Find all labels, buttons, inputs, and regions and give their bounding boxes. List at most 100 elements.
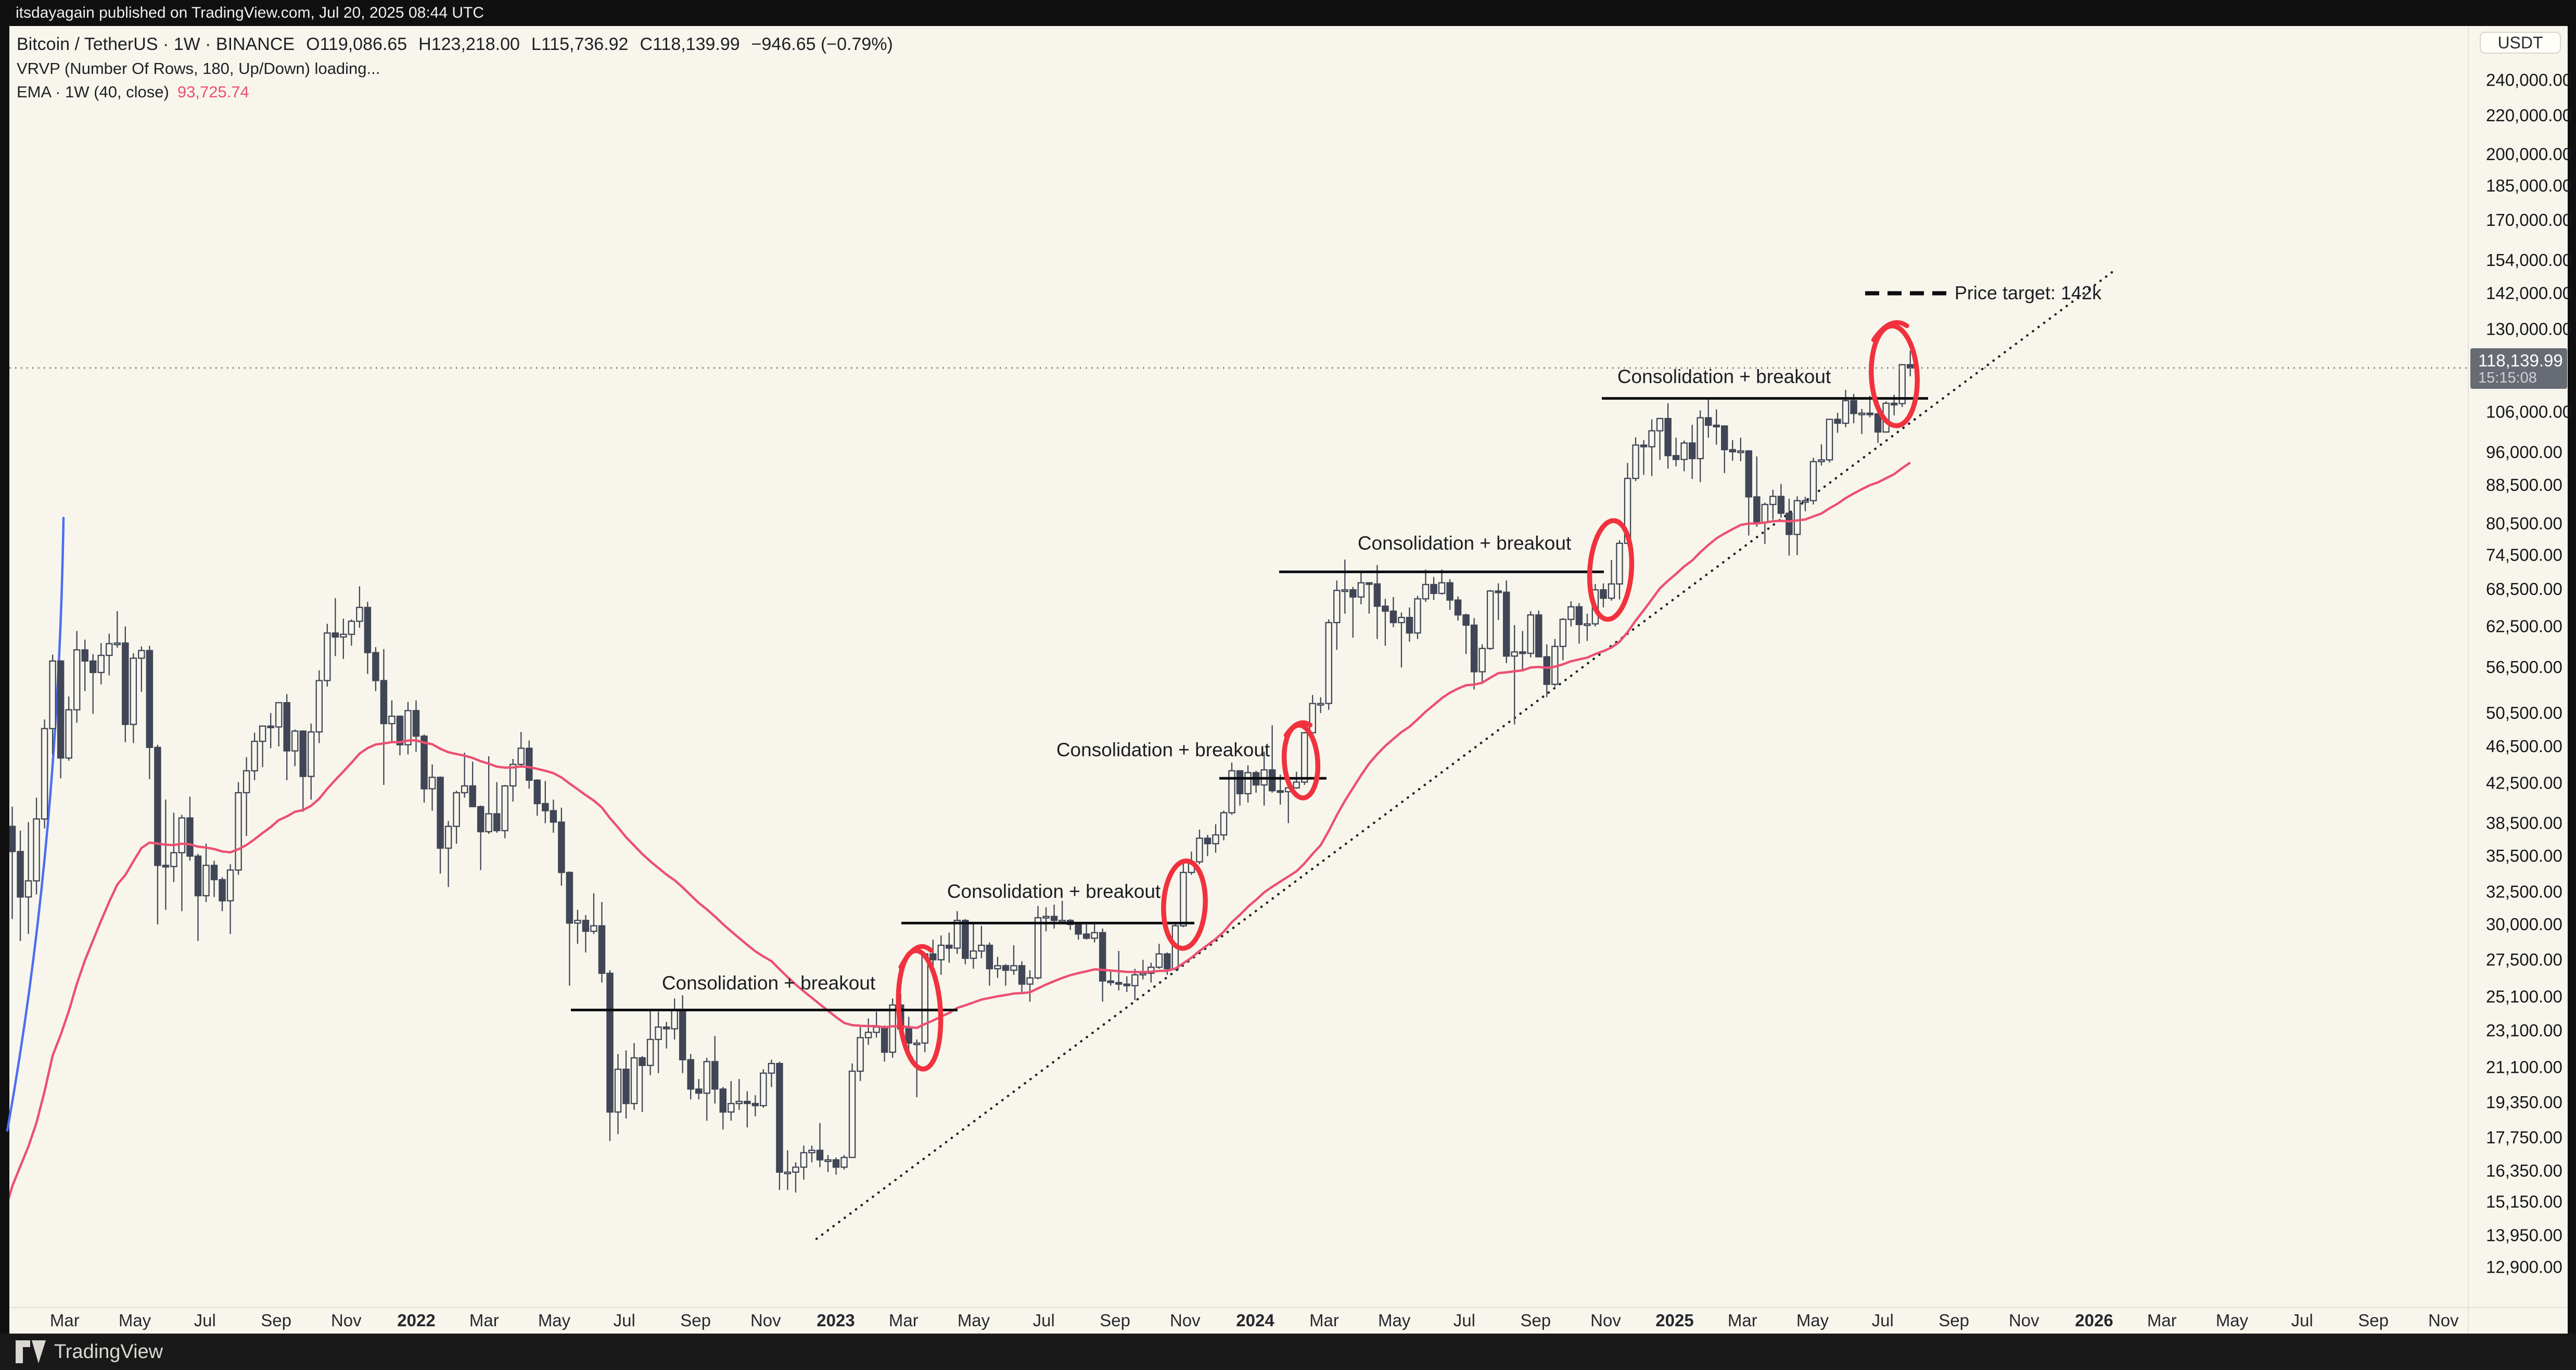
candle-body — [1010, 965, 1017, 971]
price-axis-label: 74,500.00 — [2486, 546, 2562, 565]
candle-body — [444, 826, 452, 849]
currency-toggle-button[interactable]: USDT — [2480, 32, 2561, 54]
candle-body — [1099, 932, 1106, 982]
time-axis-label: Mar — [1309, 1311, 1339, 1330]
breakout-circles-layer[interactable] — [895, 320, 1920, 1072]
candle-body — [1786, 512, 1793, 535]
price-axis-label: 27,500.00 — [2486, 950, 2562, 969]
price-axis[interactable]: 240,000.00 220,000.00 200,000.00 185,000.00… — [2486, 70, 2572, 1276]
time-axis-label: Jul — [1453, 1311, 1475, 1330]
time-axis-label: 2023 — [817, 1311, 855, 1330]
candle-body — [1672, 455, 1680, 460]
candle-body — [396, 715, 404, 745]
candle-body — [178, 817, 186, 854]
chart-legend: Bitcoin / TetherUS · 1W · BINANCE O119,0… — [17, 34, 893, 102]
candle-body — [937, 944, 945, 961]
candle-body — [1826, 418, 1833, 461]
time-axis-label: Sep — [1939, 1311, 1969, 1330]
time-axis-label: Mar — [2147, 1311, 2177, 1330]
candle-body — [24, 880, 32, 898]
candle-body — [1737, 450, 1744, 453]
candle-body — [1204, 838, 1212, 845]
level-lines-layer[interactable] — [571, 397, 1928, 1011]
candle-body — [1898, 364, 1906, 404]
candle-body — [816, 1149, 824, 1161]
candles-layer[interactable] — [1, 351, 1914, 1193]
candle-body — [477, 806, 484, 832]
candle-body — [1236, 770, 1244, 794]
price-axis-label: 17,750.00 — [2486, 1127, 2562, 1147]
separators-layer — [9, 26, 2568, 1334]
breakout-circle-stroke — [1283, 720, 1313, 738]
candle-body — [65, 709, 72, 759]
price-axis-label: 142,000.00 — [2486, 283, 2572, 302]
price-axis-label: 185,000.00 — [2486, 176, 2572, 195]
candle-body — [1, 827, 7, 886]
candle-body — [606, 972, 614, 1113]
candle-body — [630, 1057, 638, 1105]
candle-body — [331, 632, 339, 638]
candle-body — [106, 643, 113, 656]
candle-body — [962, 920, 969, 959]
candle-body — [1858, 412, 1866, 415]
candle-body — [978, 944, 985, 952]
price-target-dash — [1932, 291, 1946, 296]
price-axis-label: 15,150.00 — [2486, 1192, 2562, 1211]
price-axis-label: 154,000.00 — [2486, 250, 2572, 270]
candle-body — [17, 851, 24, 898]
candle-body — [243, 770, 250, 794]
candle-body — [501, 785, 508, 831]
candle-body — [590, 925, 597, 932]
candle-body — [1075, 923, 1082, 935]
candle-body — [1616, 542, 1623, 585]
time-axis-label: 2025 — [1655, 1311, 1693, 1330]
candle-body — [1664, 417, 1672, 456]
candle-body — [9, 826, 16, 853]
legend-ema-row[interactable]: EMA · 1W (40, close) 93,725.74 — [17, 83, 893, 102]
publish-topbar: itsdayagain published on TradingView.com… — [0, 0, 2576, 26]
trendline[interactable] — [815, 270, 2115, 1240]
bar-countdown: 15:15:08 — [2478, 370, 2537, 386]
candle-body — [760, 1072, 767, 1107]
trendline-layer[interactable] — [815, 270, 2115, 1240]
candle-body — [1834, 418, 1841, 424]
candle-body — [315, 680, 323, 733]
breakout-circle[interactable] — [1161, 858, 1208, 951]
candle-body — [388, 715, 396, 725]
candle-body — [81, 649, 88, 662]
candle-body — [913, 1042, 921, 1046]
symbol-title: Bitcoin / TetherUS · 1W · BINANCE — [17, 34, 295, 54]
candle-body — [113, 642, 121, 645]
price-axis-label: 38,500.00 — [2486, 813, 2562, 832]
chart-pane[interactable] — [9, 26, 2568, 1334]
ema-label: EMA · 1W (40, close) — [17, 83, 169, 101]
time-axis-label: Mar — [889, 1311, 919, 1330]
blue-curve — [6, 516, 65, 1132]
candle-body — [1430, 583, 1437, 594]
legend-symbol-row[interactable]: Bitcoin / TetherUS · 1W · BINANCE O119,0… — [17, 34, 893, 55]
candle-body — [226, 869, 234, 902]
price-axis-label: 80,500.00 — [2486, 514, 2562, 533]
candle-body — [1389, 610, 1397, 624]
candle-body — [283, 702, 290, 752]
candle-body — [1406, 617, 1413, 634]
time-axis[interactable]: Mar May Jul Sep Nov 2022 Mar May Jul Sep Nov 2023 Ma… — [50, 1311, 2459, 1330]
candle-body — [259, 725, 266, 742]
candle-body — [1559, 618, 1567, 648]
candle-body — [646, 1038, 654, 1066]
candle-body — [89, 660, 97, 674]
price-target-layer[interactable]: Price target: 142k — [1865, 282, 2102, 303]
candle-body — [1091, 932, 1098, 939]
candle-body — [1002, 965, 1010, 971]
candle-body — [1268, 769, 1276, 792]
candle-body — [1648, 430, 1655, 448]
breakout-circle[interactable] — [1586, 518, 1635, 622]
candle-body — [921, 953, 929, 1044]
price-axis-label: 200,000.00 — [2486, 144, 2572, 163]
legend-vrvp-row[interactable]: VRVP (Number Of Rows, 180, Up/Down) load… — [17, 59, 893, 78]
time-axis-label: Jul — [1872, 1311, 1894, 1330]
candle-body — [574, 920, 581, 924]
candle-body — [1382, 605, 1389, 612]
candle-body — [372, 652, 379, 681]
